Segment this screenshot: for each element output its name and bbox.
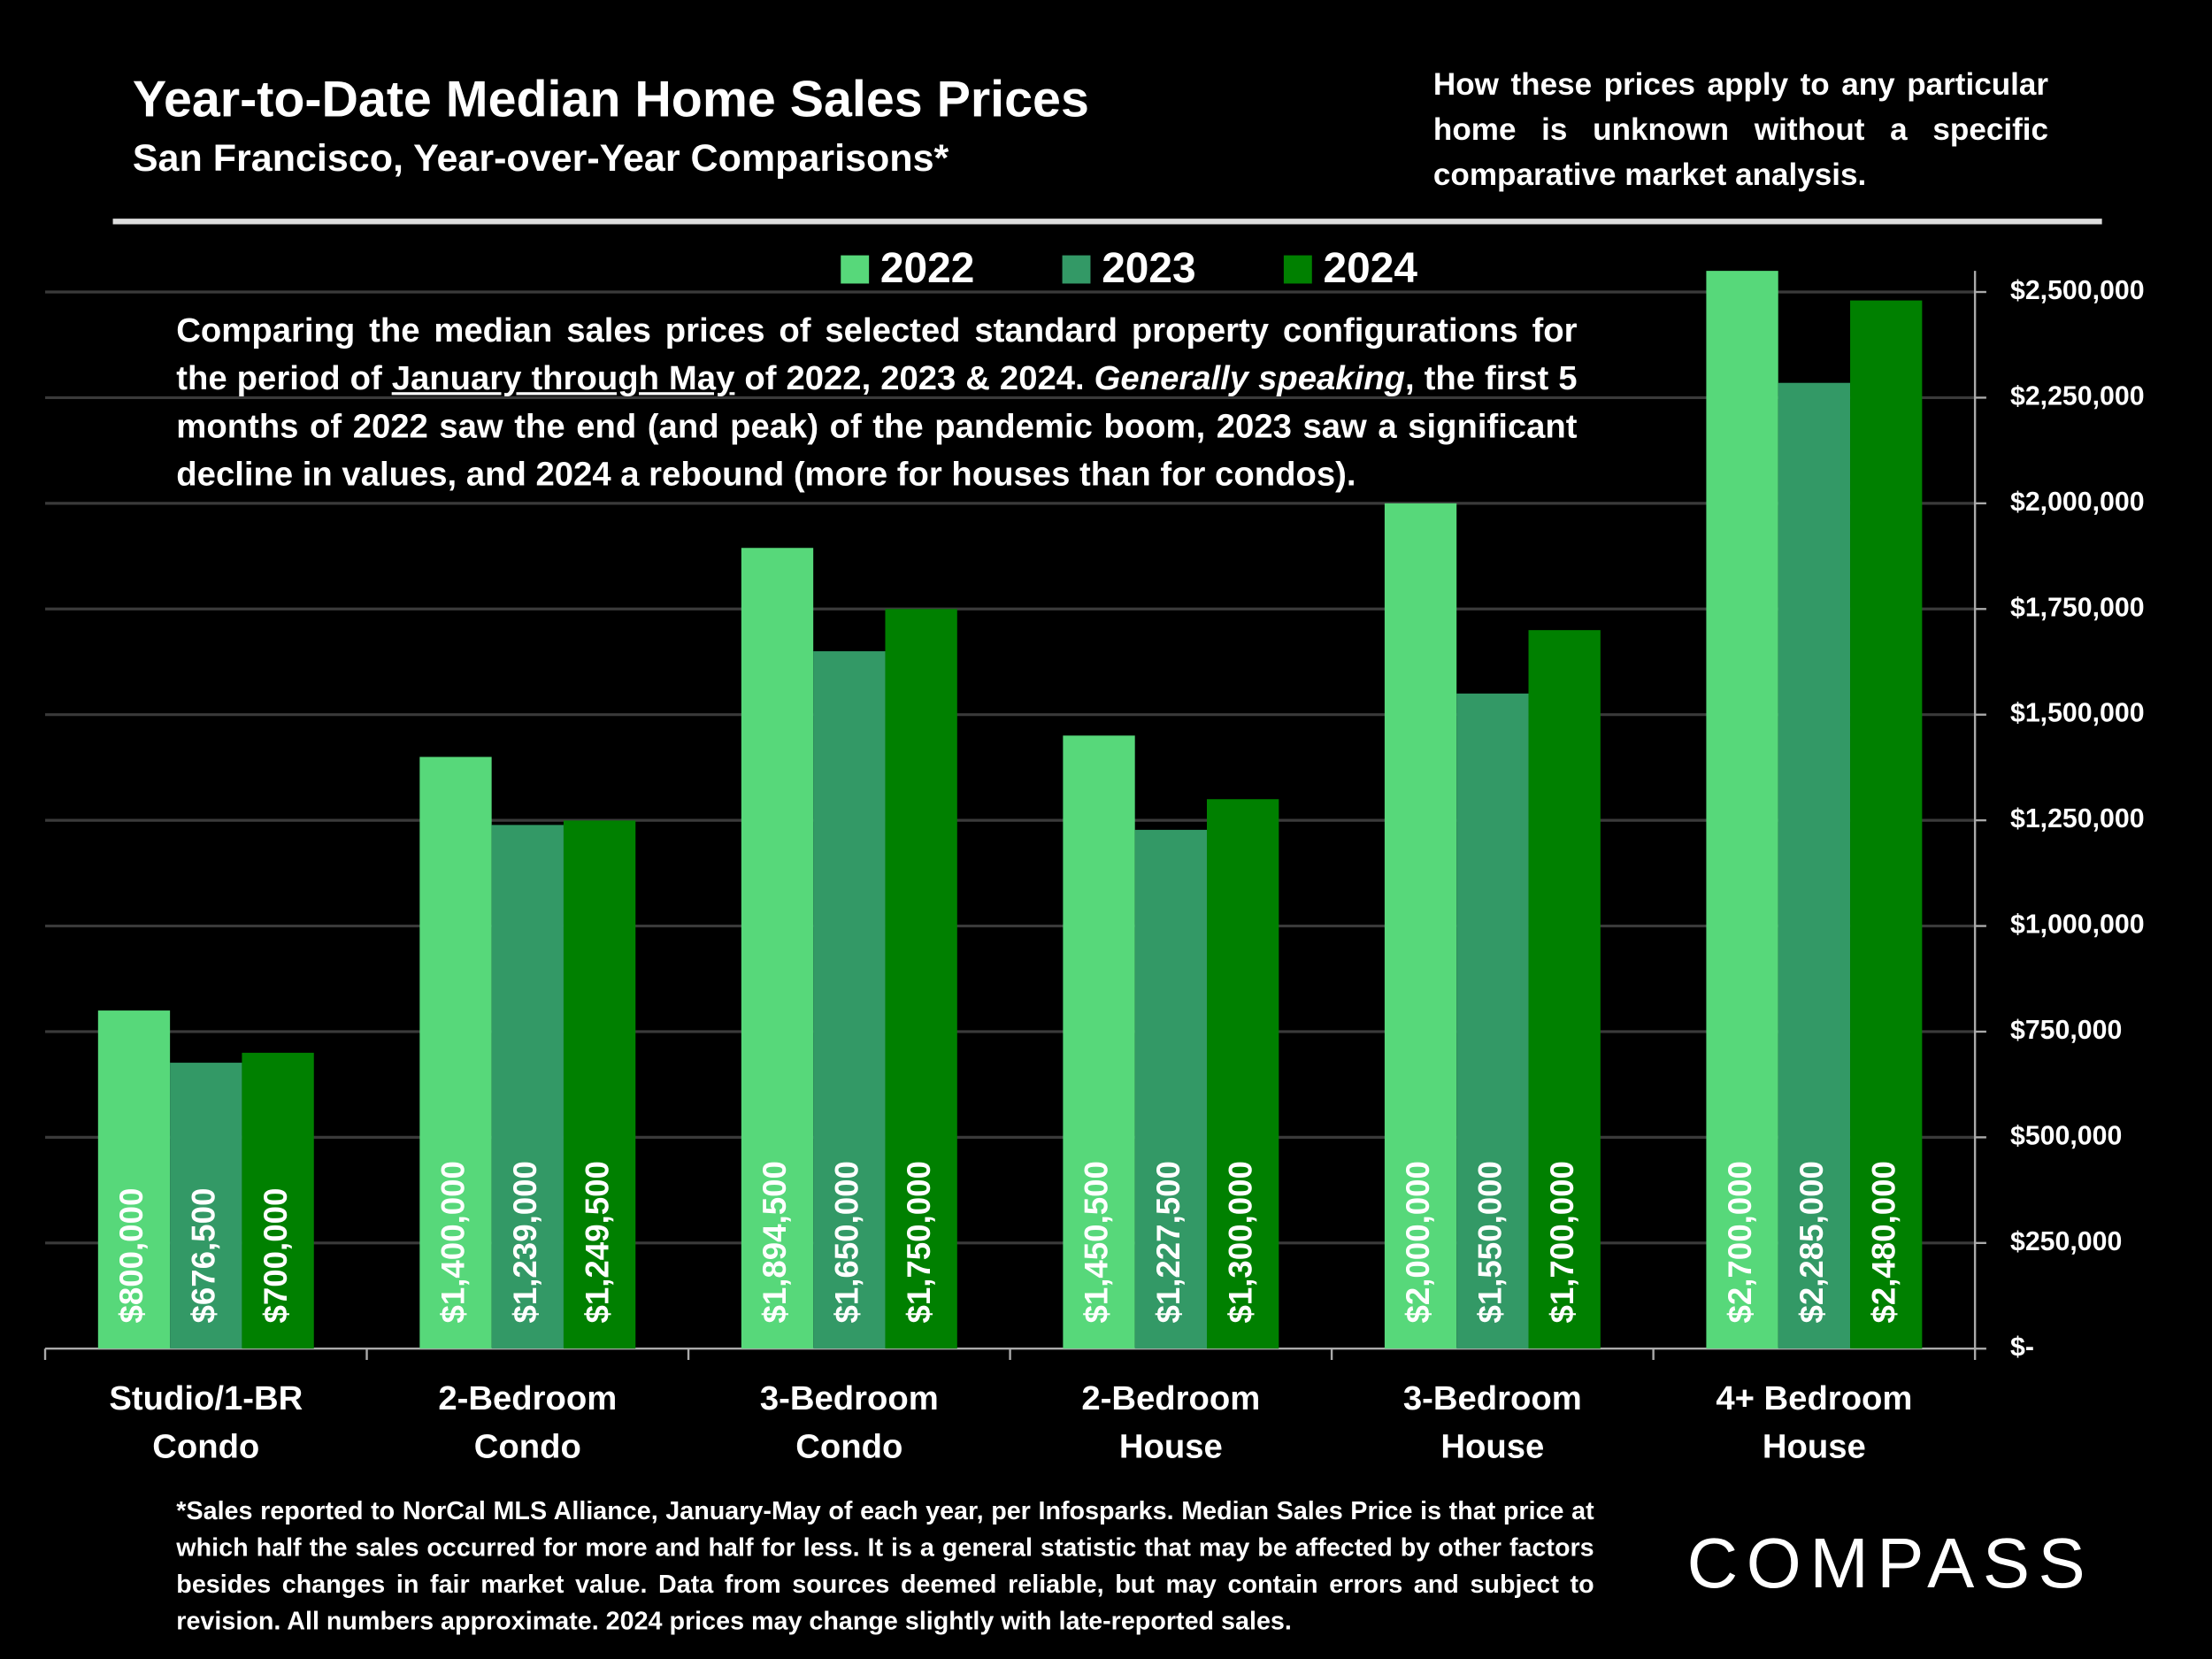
data-label: $1,750,000 (901, 1161, 937, 1323)
data-label: $2,480,000 (1865, 1161, 1901, 1323)
bar (491, 825, 564, 1349)
description-box: Comparing the median sales prices of sel… (176, 308, 1577, 500)
y-tick-label: $1,750,000 (2010, 593, 2145, 622)
description-text: , the first 5 months of 2022 saw the end… (176, 359, 1578, 495)
description-text: Comparing the median sales prices of sel… (176, 311, 1578, 398)
data-label: $2,285,000 (1793, 1161, 1830, 1323)
bar (242, 1052, 314, 1349)
data-label: $700,000 (257, 1188, 294, 1324)
data-label: $1,300,000 (1222, 1161, 1258, 1323)
description-text: Generally speaking (1094, 359, 1405, 398)
x-tick-label: Studio/1-BR Condo (109, 1379, 303, 1465)
bar (1384, 503, 1457, 1349)
bar (1134, 829, 1207, 1349)
y-tick-label: $500,000 (2010, 1121, 2122, 1150)
y-tick-label: $750,000 (2010, 1016, 2122, 1045)
bar (1456, 693, 1529, 1349)
bar (97, 1010, 171, 1349)
x-tick-label-line: Condo (795, 1428, 902, 1466)
bar (419, 757, 492, 1349)
x-tick-label-line: 2-Bedroom (1081, 1379, 1260, 1417)
bar (563, 820, 636, 1349)
bar (170, 1063, 242, 1349)
bar (1850, 300, 1923, 1349)
x-tick-label: 3-Bedroom House (1403, 1379, 1582, 1465)
bar (1778, 382, 1851, 1349)
bar (1528, 630, 1601, 1349)
x-tick-label-line: House (1763, 1428, 1866, 1466)
data-label: $1,400,000 (435, 1161, 472, 1323)
bar (1206, 799, 1279, 1349)
x-tick-label-line: 3-Bedroom (760, 1379, 939, 1417)
legend-swatch (1062, 255, 1091, 284)
note-box: How these prices apply to any particular… (1432, 65, 2049, 192)
x-tick-label: 3-Bedroom Condo (760, 1379, 939, 1465)
legend-label: 2023 (1102, 245, 1195, 292)
y-tick-label: $2,500,000 (2010, 276, 2145, 305)
legend-swatch (841, 255, 870, 284)
description-text: January through May (391, 359, 735, 398)
y-tick-label: $1,500,000 (2010, 699, 2145, 728)
x-tick-label-line: Studio/1-BR (109, 1379, 303, 1417)
data-label: $1,650,000 (829, 1161, 865, 1323)
x-tick-label-line: 4+ Bedroom (1716, 1379, 1912, 1417)
y-tick-label: $1,000,000 (2010, 910, 2145, 940)
x-tick-label: 4+ Bedroom House (1716, 1379, 1912, 1465)
data-label: $676,500 (185, 1188, 221, 1324)
footnote: *Sales reported to NorCal MLS Alliance, … (176, 1496, 1594, 1635)
logo: COMPASS (1687, 1524, 2094, 1602)
x-tick-label: 2-Bedroom House (1081, 1379, 1260, 1465)
data-label: $1,550,000 (1472, 1161, 1509, 1323)
x-tick-label: 2-Bedroom Condo (438, 1379, 617, 1465)
note: How these prices apply to any particular… (1432, 65, 2049, 192)
data-label: $2,700,000 (1722, 1161, 1758, 1323)
x-tick-label-line: Condo (474, 1428, 581, 1466)
y-tick-label: $2,000,000 (2010, 488, 2145, 517)
chart-subtitle: San Francisco, Year-over-Year Comparison… (133, 137, 949, 180)
x-tick-label-line: Condo (152, 1428, 259, 1466)
chart-title: Year-to-Date Median Home Sales Prices (133, 72, 1089, 128)
data-label: $1,227,500 (1150, 1161, 1187, 1323)
bar (1063, 735, 1135, 1349)
footnote-box: *Sales reported to NorCal MLS Alliance, … (176, 1496, 1594, 1635)
bars (97, 271, 1923, 1349)
data-label: $1,894,500 (757, 1161, 793, 1323)
description: Comparing the median sales prices of sel… (176, 308, 1577, 500)
data-label: $1,450,500 (1079, 1161, 1115, 1323)
data-label: $2,000,000 (1400, 1161, 1436, 1323)
data-label: $1,249,500 (579, 1161, 615, 1323)
legend-label: 2024 (1324, 245, 1418, 292)
legend-label: 2022 (880, 245, 974, 292)
bar (741, 548, 814, 1349)
data-label: $1,700,000 (1544, 1161, 1580, 1323)
description-text: of 2022, 2023 & 2024. (734, 359, 1094, 398)
x-tick-label-line: House (1440, 1428, 1544, 1466)
y-tick-label: $250,000 (2010, 1227, 2122, 1256)
data-label: $800,000 (113, 1188, 150, 1324)
y-tick-label: $2,250,000 (2010, 381, 2145, 411)
bar (813, 651, 886, 1349)
y-tick-label: $- (2010, 1333, 2034, 1362)
x-tick-label-line: 3-Bedroom (1403, 1379, 1582, 1417)
data-label: $1,239,000 (507, 1161, 543, 1323)
y-tick-label: $1,250,000 (2010, 804, 2145, 833)
bar (1706, 271, 1778, 1349)
x-tick-label-line: House (1119, 1428, 1223, 1466)
bar (885, 609, 957, 1349)
legend-swatch (1283, 255, 1312, 284)
x-tick-label-line: 2-Bedroom (438, 1379, 617, 1417)
